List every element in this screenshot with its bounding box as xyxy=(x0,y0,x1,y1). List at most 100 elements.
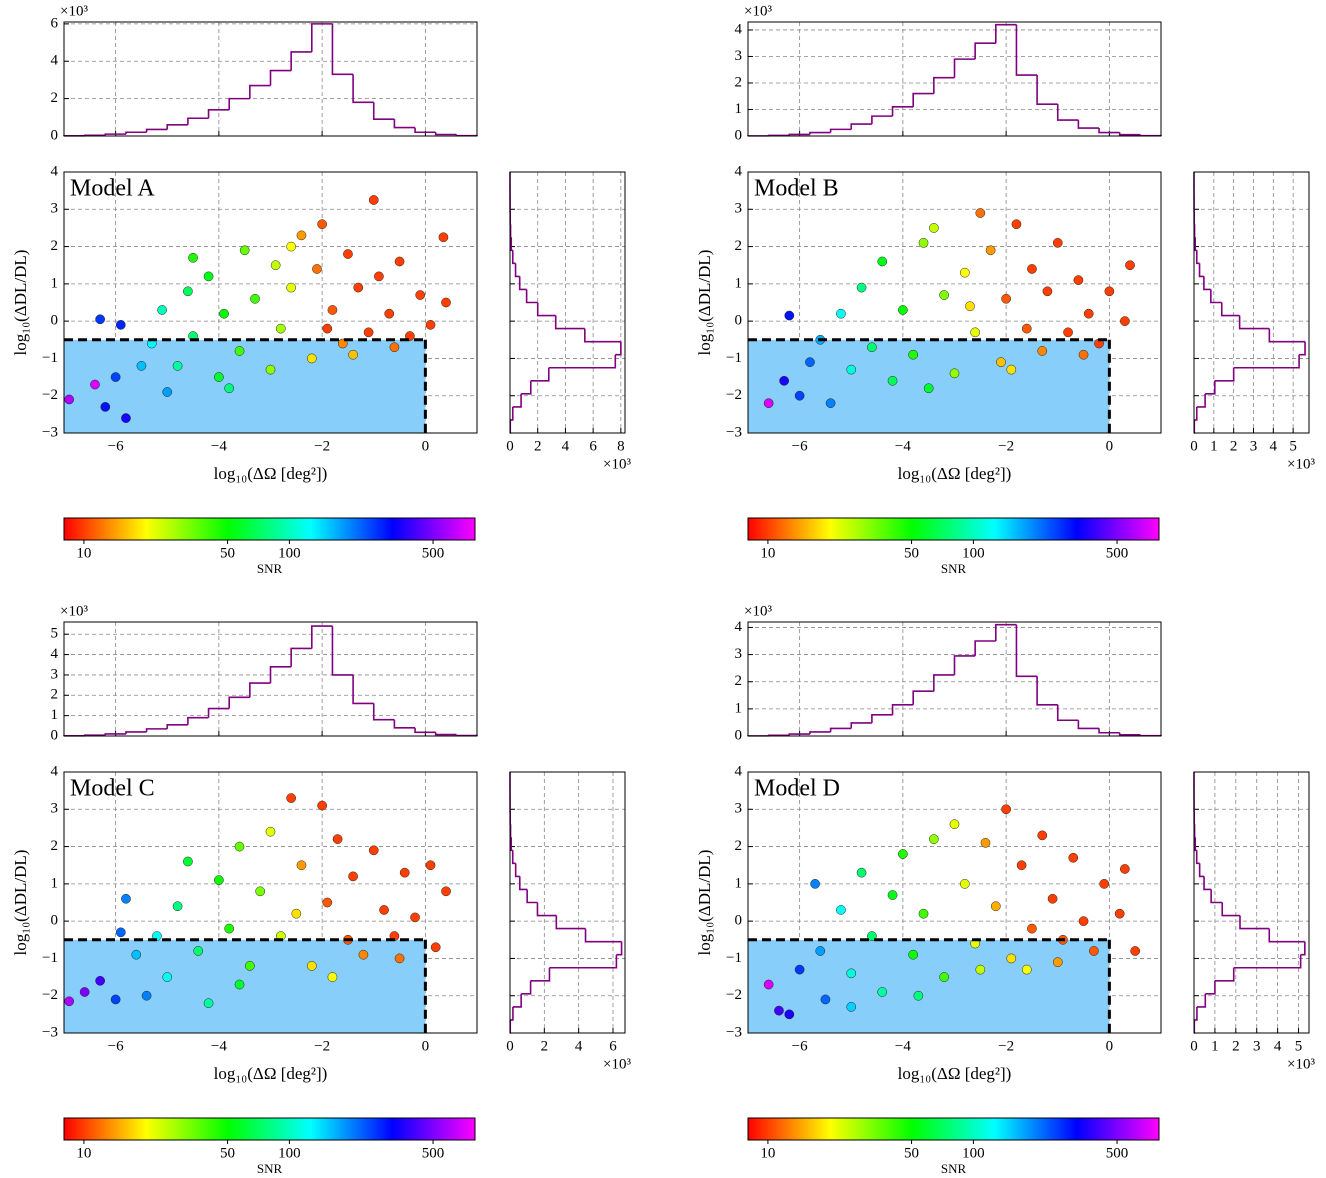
scatter-point xyxy=(856,282,867,293)
x-tick-label: 4 xyxy=(1270,438,1278,454)
hist-step xyxy=(1214,367,1235,382)
hist-step xyxy=(207,707,230,718)
scatter-point xyxy=(183,286,193,297)
scatter-point xyxy=(384,308,395,319)
x-axis-label: log₁₀(ΔΩ [deg²]) xyxy=(898,1064,1012,1083)
hist-step xyxy=(1205,380,1216,395)
y-tick-label: 2 xyxy=(735,673,743,689)
y-tick-label: 2 xyxy=(735,238,743,254)
offset-label: ×10³ xyxy=(1287,1056,1315,1072)
x-tick-label: −4 xyxy=(895,1038,911,1054)
scatter-point xyxy=(286,241,296,252)
scatter-point xyxy=(172,361,183,371)
x-tick-label: 0 xyxy=(422,1038,430,1054)
scatter-point xyxy=(79,987,90,997)
scatter-point xyxy=(255,886,266,897)
y-tick-label: −1 xyxy=(42,950,58,966)
scatter-point xyxy=(317,219,327,230)
scatter-point xyxy=(110,372,121,382)
hist-step xyxy=(871,115,893,125)
scatter-point xyxy=(898,849,908,859)
y-tick-label: −2 xyxy=(42,387,58,403)
scatter-point xyxy=(296,860,307,871)
hist-step xyxy=(933,76,955,94)
hist-step xyxy=(891,703,914,715)
y-tick-label: 1 xyxy=(51,707,59,723)
scatter-point xyxy=(1089,946,1099,956)
y-tick-label: 0 xyxy=(735,313,743,329)
colorbar-tick-label: 10 xyxy=(76,1145,91,1161)
colorbar-tick-label: 500 xyxy=(1106,545,1129,561)
x-tick-label: −2 xyxy=(998,1038,1014,1054)
y-tick-label: −2 xyxy=(726,987,742,1003)
scatter-point xyxy=(985,245,996,256)
scatter-point xyxy=(327,305,338,315)
hist-step xyxy=(228,97,250,110)
scatter-point xyxy=(394,953,405,964)
hist-step xyxy=(1205,980,1216,995)
hist-step xyxy=(1195,250,1200,265)
scatter-point xyxy=(317,800,327,811)
scatter-point xyxy=(214,875,224,885)
x-axis-label: log₁₀(ΔΩ [deg²]) xyxy=(898,464,1012,483)
hist-step xyxy=(995,623,1017,641)
hist-step xyxy=(249,682,271,698)
hist-step xyxy=(1077,120,1100,129)
scatter-point xyxy=(1063,327,1073,338)
x-tick-label: 2 xyxy=(1230,438,1238,454)
scatter-point xyxy=(203,998,214,1009)
hist-step xyxy=(530,967,551,982)
y-tick-label: 3 xyxy=(51,801,59,817)
colorbar-tick-label: 50 xyxy=(220,1145,235,1161)
y-tick-label: 4 xyxy=(51,53,59,69)
offset-label: ×10³ xyxy=(603,1056,631,1072)
offset-label: ×10³ xyxy=(603,456,631,472)
scatter-point xyxy=(95,975,105,986)
hist-step xyxy=(850,123,872,130)
y-tick-label: 0 xyxy=(51,313,59,329)
scatter-point xyxy=(441,297,451,308)
scatter-point xyxy=(763,979,774,990)
hist-step xyxy=(104,733,126,736)
scatter-point xyxy=(877,987,888,997)
hist-step xyxy=(829,727,852,732)
scatter-point xyxy=(1120,316,1130,326)
scatter-point xyxy=(234,841,245,852)
scatter-point xyxy=(1114,908,1125,919)
hist-step xyxy=(145,128,168,133)
hist-step xyxy=(1221,902,1240,917)
hist-step xyxy=(809,731,831,735)
scatter-point xyxy=(887,890,898,900)
x-tick-label: 2 xyxy=(1232,1038,1240,1054)
scatter-point xyxy=(1052,957,1063,968)
hist-step xyxy=(290,647,312,667)
offset-label: ×10³ xyxy=(60,3,88,19)
offset-label: ×10³ xyxy=(60,603,88,619)
scatter-point xyxy=(774,1005,784,1016)
scatter-point xyxy=(425,320,436,330)
hist-step xyxy=(434,132,457,136)
scatter-point xyxy=(306,353,317,364)
hist-step xyxy=(536,302,556,317)
hist-step xyxy=(104,133,126,136)
scatter-point xyxy=(1125,260,1135,271)
scatter-point xyxy=(939,972,950,982)
scatter-point xyxy=(815,946,826,956)
scatter-point xyxy=(1037,830,1048,841)
hist-step xyxy=(788,133,810,136)
axes-frame xyxy=(747,621,1162,737)
x-tick-label: −4 xyxy=(211,438,227,454)
hist-step xyxy=(1036,75,1058,105)
scatter-point xyxy=(234,346,245,356)
scatter-point xyxy=(908,949,919,960)
x-tick-label: −4 xyxy=(211,1038,227,1054)
x-tick-label: 0 xyxy=(1106,438,1114,454)
scatter-point xyxy=(115,927,126,938)
hist-step xyxy=(1198,263,1204,278)
scatter-point xyxy=(1016,860,1027,871)
x-tick-label: −6 xyxy=(108,1038,124,1054)
scatter-point xyxy=(1021,323,1032,334)
scatter-point xyxy=(1037,346,1048,356)
hist-step xyxy=(510,837,513,852)
hist-step xyxy=(187,117,209,125)
